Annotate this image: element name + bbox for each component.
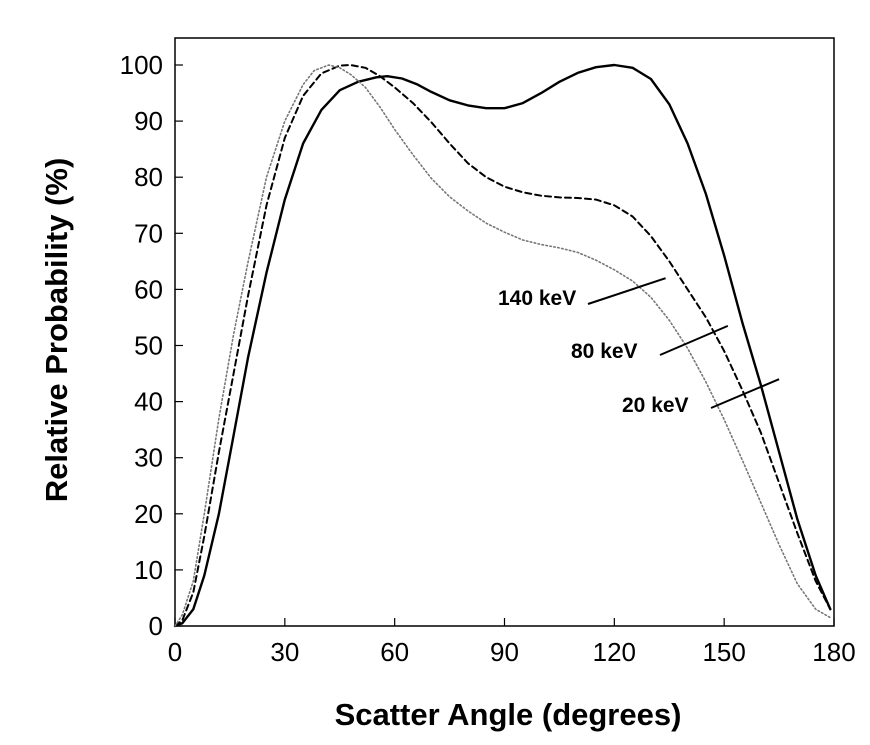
y-tick-label: 60 [134,274,163,304]
series-layer [173,63,832,628]
y-tick-label: 40 [134,387,163,417]
y-tick-label: 30 [134,443,163,473]
x-axis-ticks: 0 30 60 90 120 150 180 [168,618,856,667]
series-line-80-kev [174,64,832,627]
x-tick-label: 0 [168,637,182,667]
y-axis-ticks: 0 10 20 30 40 50 60 70 80 90 100 [120,50,183,641]
x-tick-label: 180 [812,637,855,667]
x-tick-label: 120 [593,637,636,667]
plot-frame [174,37,835,627]
y-tick-label: 100 [120,50,163,80]
x-tick-label: 60 [380,637,409,667]
y-tick-label: 50 [134,331,163,361]
x-tick-label: 30 [270,637,299,667]
y-tick-label: 10 [134,555,163,585]
x-axis-title: Scatter Angle (degrees) [335,697,682,732]
annotation-leader-line [710,378,780,409]
annotation-label: 80 keV [571,340,638,363]
series-line-20-kev [173,63,832,628]
y-axis-title: Relative Probability (%) [39,158,74,503]
x-tick-label: 150 [702,637,745,667]
annotation-layer: 140 keV 80 keV 20 keV [498,277,780,417]
annotation-label: 20 keV [622,394,689,417]
y-tick-label: 0 [149,611,163,641]
series-line-140-kev [174,64,832,627]
annotation-leader-line [659,324,729,356]
annotation-label: 140 keV [498,287,576,310]
x-tick-label: 90 [490,637,519,667]
annotation-leader-line [587,277,666,305]
y-tick-label: 20 [134,499,163,529]
y-tick-label: 90 [134,106,163,136]
y-tick-label: 70 [134,218,163,248]
y-tick-label: 80 [134,162,163,192]
